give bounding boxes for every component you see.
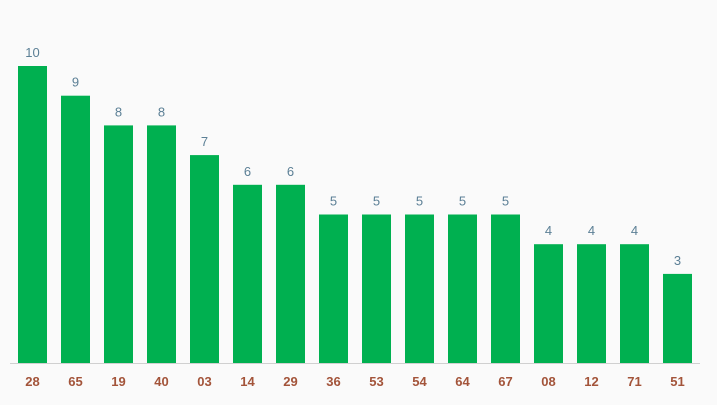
x-tick-label: 12 xyxy=(584,374,598,389)
bar xyxy=(233,184,262,363)
bar xyxy=(405,214,434,363)
value-label: 6 xyxy=(287,164,294,179)
value-label: 5 xyxy=(330,194,337,209)
value-label: 5 xyxy=(502,194,509,209)
x-tick-label: 19 xyxy=(111,374,125,389)
x-tick-label: 71 xyxy=(627,374,641,389)
bar xyxy=(18,66,47,363)
x-tick-label: 54 xyxy=(412,374,427,389)
bar xyxy=(534,244,563,363)
x-tick-label: 08 xyxy=(541,374,555,389)
x-tick-label: 03 xyxy=(197,374,211,389)
value-label: 5 xyxy=(416,194,423,209)
x-tick-label: 67 xyxy=(498,374,512,389)
x-tick-label: 14 xyxy=(240,374,255,389)
bar xyxy=(577,244,606,363)
value-label: 4 xyxy=(588,223,595,238)
x-tick-label: 51 xyxy=(670,374,684,389)
bar xyxy=(319,214,348,363)
value-label: 7 xyxy=(201,134,208,149)
value-label: 10 xyxy=(25,45,39,60)
x-tick-label: 64 xyxy=(455,374,470,389)
x-tick-label: 53 xyxy=(369,374,383,389)
bar xyxy=(448,214,477,363)
value-label: 4 xyxy=(631,223,638,238)
bar xyxy=(147,125,176,364)
bar xyxy=(362,214,391,363)
value-label: 8 xyxy=(158,104,165,119)
value-label: 9 xyxy=(72,75,79,90)
value-label: 5 xyxy=(373,194,380,209)
x-tick-label: 29 xyxy=(283,374,297,389)
value-label: 3 xyxy=(674,253,681,268)
bar xyxy=(61,95,90,363)
bar xyxy=(663,273,692,363)
bar xyxy=(620,244,649,363)
value-label: 8 xyxy=(115,104,122,119)
bar xyxy=(276,184,305,363)
bar xyxy=(104,125,133,364)
bar xyxy=(491,214,520,363)
x-tick-label: 40 xyxy=(154,374,168,389)
x-tick-label: 36 xyxy=(326,374,340,389)
value-label: 5 xyxy=(459,194,466,209)
bar xyxy=(190,155,219,363)
x-tick-label: 65 xyxy=(68,374,82,389)
x-tick-label: 28 xyxy=(25,374,39,389)
value-label: 6 xyxy=(244,164,251,179)
value-label: 4 xyxy=(545,223,552,238)
